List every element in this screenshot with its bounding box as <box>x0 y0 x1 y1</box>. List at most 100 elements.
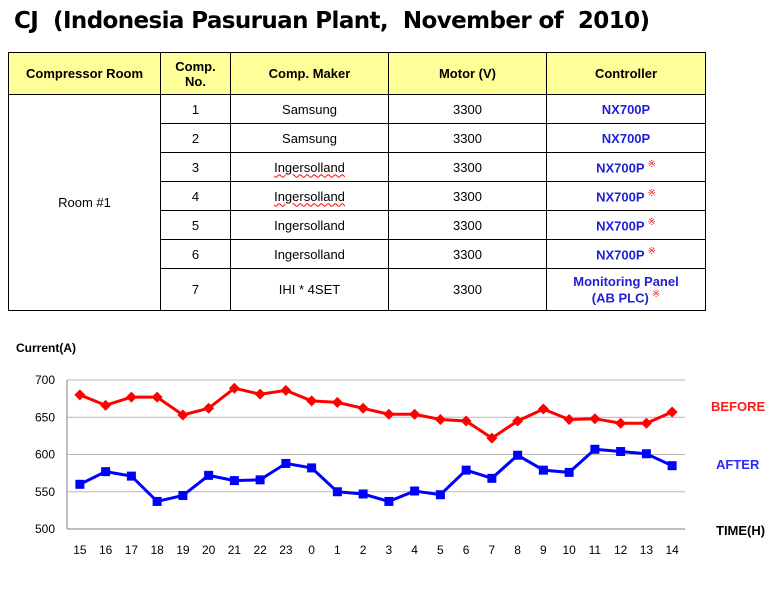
controller-label: NX700P <box>596 189 645 205</box>
data-point-after <box>204 470 214 480</box>
data-point-after <box>332 487 342 497</box>
note-mark: ※ <box>647 158 656 170</box>
motor-cell: 3300 <box>388 210 547 240</box>
header-compressor-room: Compressor Room <box>8 52 161 95</box>
x-tick-label: 18 <box>150 543 164 557</box>
maker-label: Ingersolland <box>274 159 345 175</box>
data-point-before <box>74 389 86 401</box>
data-point-after <box>126 471 136 481</box>
data-point-before <box>383 408 395 420</box>
note-mark: ※ <box>647 245 656 257</box>
maker-cell: Ingersolland <box>230 152 389 182</box>
data-point-after <box>513 450 523 460</box>
controller-cell: NX700P ※ <box>546 239 706 269</box>
maker-cell: IHI * 4SET <box>230 268 389 311</box>
controller-cell: NX700P <box>546 123 706 153</box>
x-tick-label: 21 <box>228 543 242 557</box>
data-point-after <box>178 490 188 500</box>
comp-no-cell: 7 <box>160 268 231 311</box>
header-controller: Controller <box>546 52 706 95</box>
table-row: 4 Ingersolland 3300 NX700P ※ <box>9 181 706 211</box>
data-point-after <box>461 465 471 475</box>
data-point-after <box>152 496 162 506</box>
motor-cell: 3300 <box>388 94 547 124</box>
y-tick-label: 600 <box>35 448 55 462</box>
x-tick-label: 23 <box>279 543 293 557</box>
comp-no-cell: 1 <box>160 94 231 124</box>
x-tick-label: 1 <box>334 543 341 557</box>
controller-sublabel: (AB PLC) <box>591 290 649 306</box>
motor-cell: 3300 <box>388 123 547 153</box>
data-point-before <box>177 409 189 421</box>
maker-label: Ingersolland <box>274 188 345 204</box>
x-tick-label: 0 <box>308 543 315 557</box>
data-point-before <box>537 403 549 415</box>
x-tick-label: 3 <box>386 543 393 557</box>
maker-cell: Samsung <box>230 94 389 124</box>
data-point-before <box>100 399 112 411</box>
header-comp-maker: Comp. Maker <box>230 52 389 95</box>
x-tick-label: 14 <box>665 543 679 557</box>
data-point-after <box>255 475 265 485</box>
data-point-before <box>666 406 678 418</box>
comp-no-cell: 6 <box>160 239 231 269</box>
legend-before: BEFORE <box>711 399 766 414</box>
comp-no-cell: 3 <box>160 152 231 182</box>
controller-label: NX700P <box>596 218 645 234</box>
note-mark: ※ <box>647 187 656 199</box>
x-tick-label: 5 <box>437 543 444 557</box>
x-tick-label: 20 <box>202 543 216 557</box>
series-line-after <box>79 447 673 504</box>
controller-label: Monitoring Panel <box>573 273 679 289</box>
x-tick-label: 4 <box>411 543 418 557</box>
data-point-after <box>590 444 600 454</box>
x-tick-label: 2 <box>360 543 367 557</box>
maker-cell: Ingersolland <box>230 181 389 211</box>
page-title: CJ (Indonesia Pasuruan Plant, November o… <box>14 8 650 34</box>
table-row: Room #1 1 Samsung 3300 NX700P <box>8 94 706 311</box>
x-tick-label: 19 <box>176 543 190 557</box>
x-tick-label: 22 <box>253 543 267 557</box>
data-point-after <box>358 489 368 499</box>
data-point-after <box>384 496 394 506</box>
x-tick-label: 9 <box>540 543 547 557</box>
header-motor: Motor (V) <box>388 52 547 95</box>
data-point-before <box>203 402 215 414</box>
x-axis-label: TIME(H) <box>716 523 765 538</box>
motor-cell: 3300 <box>388 152 547 182</box>
data-point-after <box>564 467 574 477</box>
data-point-before <box>280 384 292 396</box>
motor-cell: 3300 <box>388 181 547 211</box>
motor-cell: 3300 <box>388 268 547 311</box>
data-point-before <box>460 415 472 427</box>
data-point-after <box>667 461 677 471</box>
x-tick-label: 17 <box>125 543 139 557</box>
data-point-after <box>538 465 548 475</box>
legend-after: AFTER <box>716 457 760 472</box>
data-point-before <box>409 408 421 420</box>
x-tick-label: 10 <box>562 543 576 557</box>
data-point-before <box>640 417 652 429</box>
data-point-after <box>229 476 239 486</box>
data-point-before <box>357 402 369 414</box>
data-point-after <box>435 490 445 500</box>
data-point-after <box>101 467 111 477</box>
data-point-before <box>125 391 137 403</box>
comp-no-cell: 5 <box>160 210 231 240</box>
x-tick-label: 6 <box>463 543 470 557</box>
y-tick-label: 650 <box>35 410 55 424</box>
controller-cell: NX700P ※ <box>546 181 706 211</box>
table-row: 7 IHI * 4SET 3300 Monitoring Panel (AB P… <box>9 268 706 311</box>
data-point-before <box>306 395 318 407</box>
compressor-table: Compressor Room Comp. No. Comp. Maker Mo… <box>8 52 706 311</box>
controller-cell: NX700P <box>546 94 706 124</box>
header-comp-no: Comp. No. <box>160 52 231 95</box>
x-tick-label: 15 <box>73 543 87 557</box>
data-point-after <box>487 473 497 483</box>
controller-label: NX700P <box>601 130 651 146</box>
controller-label: NX700P <box>601 101 651 117</box>
maker-cell: Ingersolland <box>230 239 389 269</box>
data-point-before <box>563 413 575 425</box>
comp-no-cell: 4 <box>160 181 231 211</box>
